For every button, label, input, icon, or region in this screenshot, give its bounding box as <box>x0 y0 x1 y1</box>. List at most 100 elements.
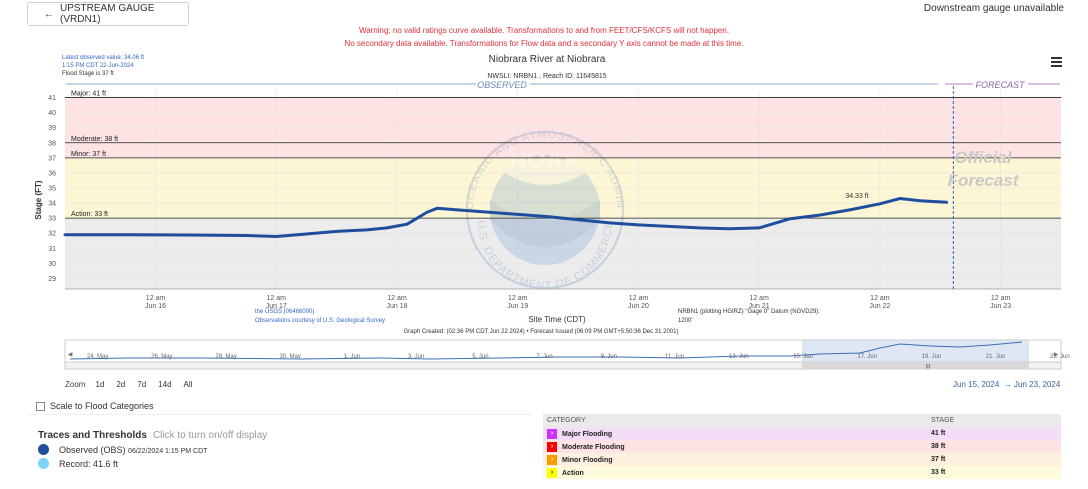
category-name-cell: › Action <box>543 466 927 479</box>
y-tick-label: 41 <box>48 95 56 102</box>
latest-observed-value: Latest observed value: 34.06 ft <box>62 55 144 61</box>
x-tick-label: 12 am <box>629 295 649 302</box>
x-tick-date: Jun 19 <box>507 303 528 310</box>
scroll-left-icon[interactable]: ◀ <box>68 352 73 358</box>
upstream-gauge-label: UPSTREAM GAUGE (VRDN1) <box>60 3 155 25</box>
scrollbar-handle-icon[interactable]: III <box>925 365 930 371</box>
forecast-section-label: FORECAST <box>975 80 1026 90</box>
navigator-date-label: 13. Jun <box>729 354 749 360</box>
threshold-label-action: Action: 33 ft <box>71 211 108 218</box>
y-tick-label: 33 <box>48 216 56 223</box>
observed-point <box>275 235 277 238</box>
scroll-right-icon[interactable]: ▶ <box>1054 352 1059 358</box>
category-row: › Moderate Flooding 38 ft <box>543 440 1061 453</box>
chart-menu-icon[interactable] <box>1051 57 1062 69</box>
range-separator: → <box>1004 380 1012 389</box>
observed-point <box>728 228 730 230</box>
observed-point <box>386 227 388 229</box>
observed-point <box>245 234 247 237</box>
category-stage: 41 ft <box>931 430 946 437</box>
warning-line-2: No secondary data available. Transformat… <box>344 39 744 48</box>
category-name: Major Flooding <box>562 430 613 438</box>
trace-record[interactable]: Record: 41.6 ft <box>38 458 118 469</box>
zoom-controls: Zoom 1d 2d 7d 14d All <box>65 378 194 391</box>
zoom-14d-button[interactable]: 14d <box>158 380 172 389</box>
observed-point <box>124 234 126 236</box>
navigator-date-label: 9. Jun <box>601 354 617 360</box>
traces-heading: Traces and Thresholds Click to turn on/of… <box>38 430 267 441</box>
navigator-date-label: 5. Jun <box>472 354 488 360</box>
observed-point <box>305 233 308 235</box>
x-axis-title: Site Time (CDT) <box>528 315 586 324</box>
scale-checkbox[interactable] <box>36 401 45 411</box>
chart-title: Niobrara River at Niobrara <box>489 54 606 65</box>
x-tick-label: 12 am <box>387 295 407 302</box>
x-tick-label: 12 am <box>991 295 1011 302</box>
category-name-cell: › Moderate Flooding <box>543 440 927 453</box>
warning-line-1: Warning: no valid ratings curve availabl… <box>358 26 730 35</box>
scale-label: Scale to Flood Categories <box>50 401 154 411</box>
category-row: › Minor Flooding 37 ft <box>543 453 1061 466</box>
y-tick-label: 32 <box>48 231 56 238</box>
category-row: › Major Flooding 41 ft <box>543 427 1061 440</box>
navigator-date-label: 26. May <box>151 354 172 360</box>
observed-point <box>336 230 338 233</box>
x-tick-label: 12 am <box>870 295 890 302</box>
below-action-band <box>65 218 1061 289</box>
usgs-gauge-link[interactable]: the USGS (06466000) <box>255 309 314 315</box>
y-tick-label: 35 <box>48 185 56 192</box>
x-tick-date: Jun 18 <box>386 303 407 310</box>
y-tick-label: 30 <box>48 261 56 268</box>
downstream-gauge-text: Downstream gauge unavailable <box>923 3 1064 14</box>
zoom-all-button[interactable]: All <box>183 380 193 389</box>
traces-panel: Traces and Thresholds Click to turn on/of… <box>27 414 532 484</box>
category-stage: 37 ft <box>931 456 946 463</box>
arrow-left-icon: ← <box>44 8 54 20</box>
x-tick-date: Jun 21 <box>749 303 770 310</box>
navigator-date-label: 30. May <box>280 354 301 360</box>
datum-note-line2: 1200' <box>678 318 693 324</box>
y-axis-title: Stage (FT) <box>34 180 43 219</box>
official-forecast-line1: Official <box>954 148 1013 167</box>
category-stage: 38 ft <box>931 443 946 450</box>
record-legend-dot <box>38 458 49 469</box>
scale-to-flood-toggle[interactable]: Scale to Flood Categories <box>36 401 154 411</box>
zoom-2d-button[interactable]: 2d <box>116 380 126 389</box>
peak-value-label: 34.33 ft <box>845 193 868 200</box>
zoom-1d-button[interactable]: 1d <box>95 380 105 389</box>
x-tick-label: 12 am <box>267 295 287 302</box>
x-tick-label: 12 am <box>749 295 769 302</box>
y-tick-label: 38 <box>48 140 56 147</box>
category-name: Action <box>562 469 584 477</box>
observed-point <box>879 203 881 205</box>
navigator-date-label: 11. Jun <box>665 354 684 360</box>
zoom-7d-button[interactable]: 7d <box>137 380 147 389</box>
navigator-date-label: 28. May <box>215 354 236 360</box>
category-name-cell: › Minor Flooding <box>543 453 927 466</box>
chart-subtitle: NWSLI: NRBN1 , Reach ID: 11645815 <box>487 73 606 80</box>
x-tick-date: Jun 20 <box>628 303 649 310</box>
y-tick-label: 36 <box>48 170 56 177</box>
observed-point <box>426 211 428 213</box>
observed-point <box>607 222 609 224</box>
observed-point <box>945 201 948 203</box>
range-to[interactable]: Jun 23, 2024 <box>1014 380 1061 389</box>
x-tick-date: Jun 17 <box>266 303 287 310</box>
x-tick-label: 12 am <box>146 295 166 302</box>
observed-point <box>577 219 579 221</box>
category-swatch-icon: › <box>547 467 557 478</box>
navigator-date-label: 1. Jun <box>344 354 360 360</box>
upstream-gauge-button[interactable]: ← UPSTREAM GAUGE (VRDN1) <box>27 2 189 26</box>
range-from[interactable]: Jun 15, 2024 <box>953 380 1000 389</box>
range-navigator[interactable]: 24. May 26. May 28. May 30. May 1. Jun 3. Jun… <box>64 339 1070 371</box>
traces-hint: Click to turn on/off display <box>152 430 268 441</box>
observed-point <box>899 197 901 200</box>
category-row: › Action 33 ft <box>543 466 1061 479</box>
usgs-credit: Observations courtesy of U.S. Geological… <box>255 318 385 324</box>
flood-stage-note: Flood Stage is 37 ft <box>62 71 114 77</box>
observed-label: Observed (OBS) <box>59 444 126 455</box>
trace-observed[interactable]: Observed (OBS) 06/22/2024 1:15 PM CDT <box>38 444 207 455</box>
x-tick-date: Jun 16 <box>145 303 166 310</box>
y-tick-label: 29 <box>48 276 56 283</box>
observed-point <box>406 223 408 225</box>
